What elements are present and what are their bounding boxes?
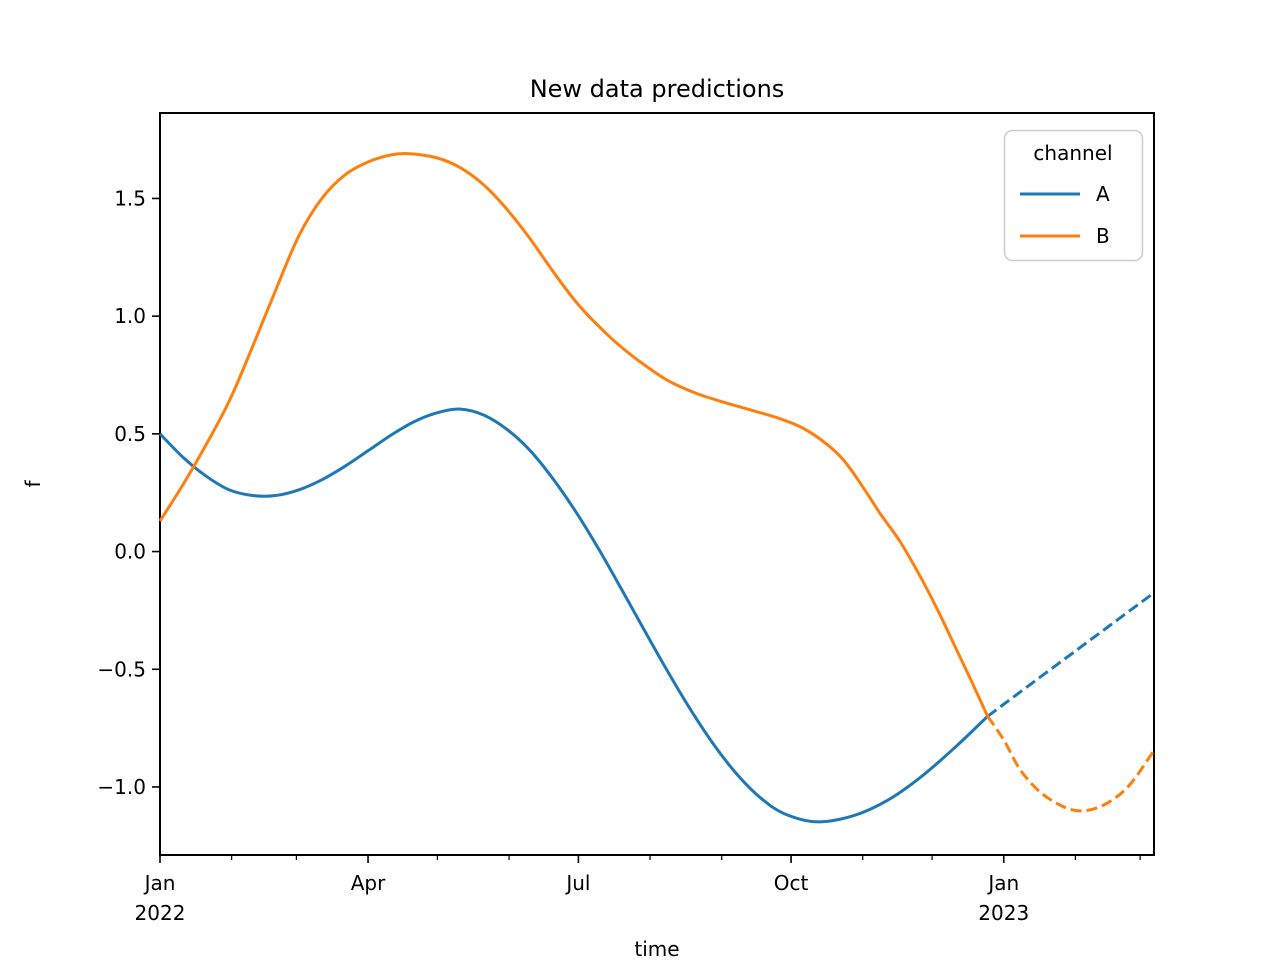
x-tick-label: Oct (774, 871, 809, 895)
y-tick-label: 1.0 (114, 304, 146, 328)
y-tick-label: 1.5 (114, 186, 146, 210)
series-b-solid-line (158, 151, 989, 717)
legend-title: channel (1033, 141, 1112, 165)
legend: channel A B (1003, 129, 1144, 262)
series-a-dashed-prediction-line (986, 591, 1155, 718)
y-axis-ticks: 1.5 1.0 0.5 0.0 −0.5 −1.0 (97, 186, 160, 799)
x-tick-label: Jan 2023 (978, 871, 1029, 925)
series-b-dashed-prediction-line (986, 715, 1156, 813)
plot-frame (159, 112, 1155, 856)
legend-label-a: A (1096, 182, 1110, 206)
x-tick-label: Jul (564, 871, 590, 895)
y-tick-label: 0.0 (114, 540, 146, 564)
y-tick-label: −0.5 (97, 657, 146, 681)
y-tick-label: 0.5 (114, 422, 146, 446)
x-tick-label: Apr (351, 871, 386, 895)
x-axis-label: time (634, 937, 679, 960)
y-axis-label: f (21, 480, 45, 488)
legend-label-b: B (1096, 224, 1110, 248)
series-lines (158, 151, 1156, 824)
x-axis-ticks: Jan 2022 Apr Jul Oct Jan 2023 (135, 855, 1141, 925)
series-a-solid-line (158, 407, 989, 824)
chart-title: New data predictions (530, 75, 785, 103)
x-tick-label: Jan 2022 (135, 871, 186, 925)
y-tick-label: −1.0 (97, 775, 146, 799)
